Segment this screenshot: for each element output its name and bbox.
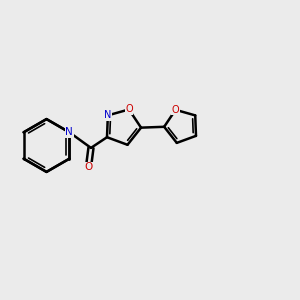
Text: N: N xyxy=(104,110,112,120)
Text: O: O xyxy=(84,162,93,172)
Text: N: N xyxy=(65,127,73,137)
Text: O: O xyxy=(125,104,133,115)
Text: O: O xyxy=(172,105,179,115)
